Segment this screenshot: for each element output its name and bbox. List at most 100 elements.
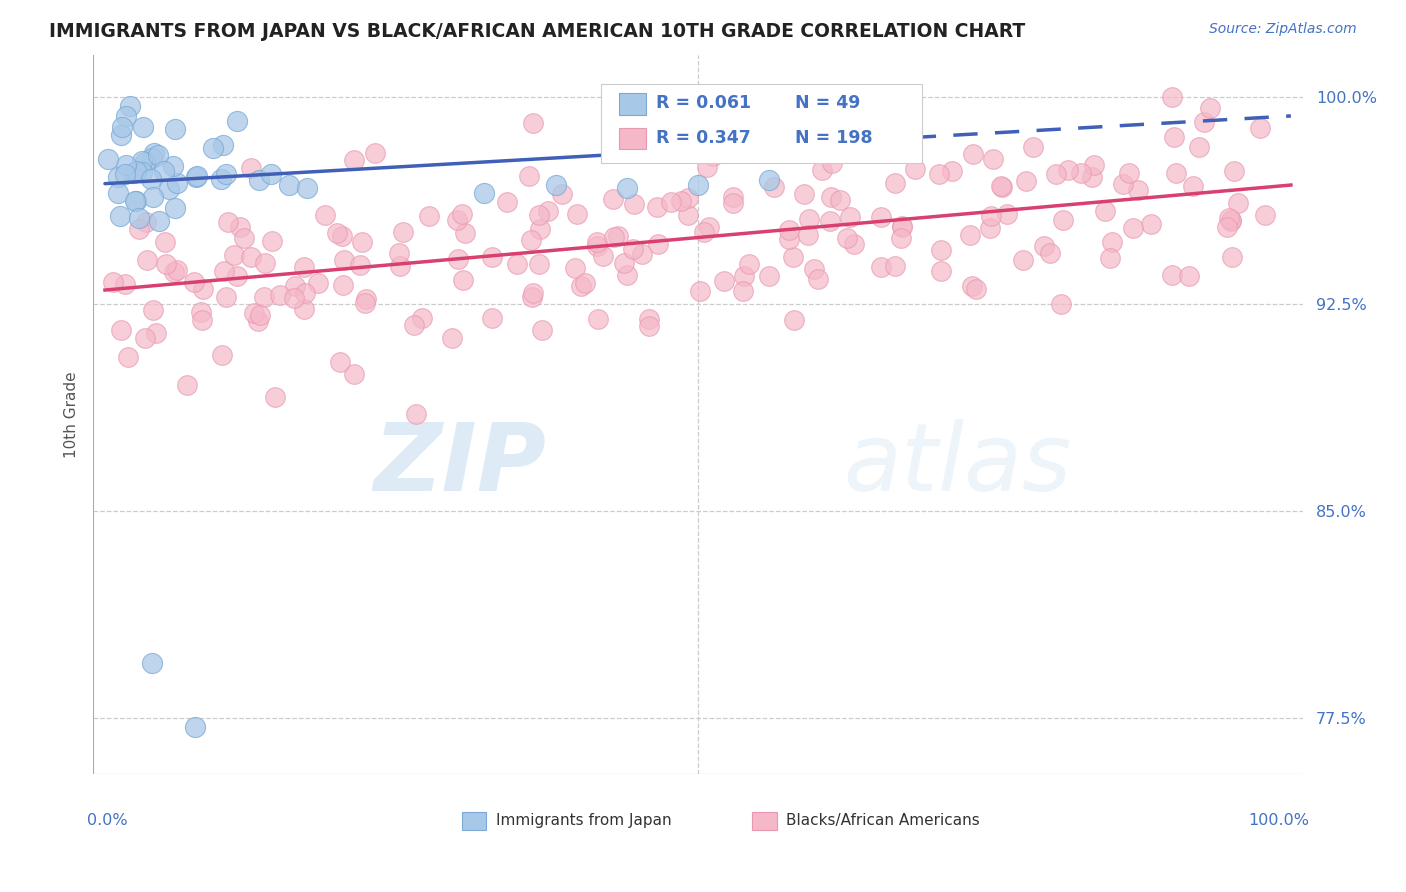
Point: [586, 235, 609, 250]
Point: [240, 161, 263, 176]
Point: [585, 239, 607, 253]
Point: [1101, 235, 1123, 249]
Point: [284, 279, 307, 293]
Point: [606, 229, 628, 244]
Point: [721, 195, 744, 210]
Point: [890, 231, 912, 245]
Point: [811, 162, 834, 177]
Point: [1118, 166, 1140, 180]
Point: [481, 310, 503, 325]
Point: [990, 178, 1012, 193]
Point: [354, 295, 377, 310]
Point: [603, 229, 626, 244]
Point: [162, 159, 184, 173]
Point: [544, 178, 567, 192]
Point: [616, 181, 638, 195]
Point: [797, 227, 820, 242]
Point: [818, 213, 841, 227]
Point: [1218, 211, 1240, 226]
Point: [418, 209, 440, 223]
Point: [451, 207, 474, 221]
Point: [110, 120, 132, 134]
Point: [797, 211, 820, 226]
Point: [388, 259, 411, 273]
Point: [134, 154, 156, 169]
Point: [496, 194, 519, 209]
Point: [1222, 163, 1244, 178]
Point: [224, 248, 246, 262]
Text: N = 49: N = 49: [794, 95, 860, 112]
Point: [332, 253, 354, 268]
Point: [212, 264, 235, 278]
Point: [226, 268, 249, 283]
Point: [890, 219, 912, 234]
Point: [294, 285, 316, 300]
Point: [647, 236, 669, 251]
Point: [1052, 213, 1074, 227]
Point: [638, 318, 661, 333]
Point: [778, 232, 800, 246]
Point: [451, 272, 474, 286]
Point: [215, 167, 238, 181]
Point: [1033, 239, 1056, 253]
Point: [124, 194, 146, 209]
Point: [869, 211, 891, 225]
Point: [676, 191, 699, 205]
Point: [146, 147, 169, 161]
Point: [1012, 253, 1035, 268]
Point: [128, 211, 150, 225]
Point: [537, 204, 560, 219]
Point: [965, 282, 987, 296]
Point: [731, 284, 754, 298]
Point: [758, 268, 780, 283]
Point: [354, 293, 377, 307]
Point: [884, 177, 907, 191]
Point: [1022, 140, 1045, 154]
Point: [960, 279, 983, 293]
Point: [1112, 177, 1135, 191]
FancyBboxPatch shape: [602, 84, 922, 163]
Point: [329, 355, 352, 369]
Point: [183, 275, 205, 289]
Point: [1083, 158, 1105, 172]
Point: [191, 282, 214, 296]
Point: [839, 210, 862, 224]
Point: [131, 154, 153, 169]
Point: [263, 390, 285, 404]
Point: [891, 220, 914, 235]
Point: [697, 220, 720, 235]
Point: [152, 164, 174, 178]
Point: [481, 250, 503, 264]
Point: [392, 225, 415, 239]
Point: [623, 197, 645, 211]
Point: [520, 233, 543, 247]
Point: [713, 274, 735, 288]
Point: [941, 164, 963, 178]
Point: [522, 116, 544, 130]
Point: [131, 165, 153, 179]
Point: [807, 272, 830, 286]
Point: [115, 158, 138, 172]
Point: [842, 237, 865, 252]
Point: [1126, 183, 1149, 197]
Point: [474, 186, 496, 201]
Y-axis label: 10th Grade: 10th Grade: [65, 371, 79, 458]
Point: [592, 249, 614, 263]
Point: [247, 172, 270, 186]
Point: [148, 214, 170, 228]
Point: [326, 227, 349, 241]
Point: [141, 151, 163, 165]
Point: [249, 308, 271, 322]
Point: [332, 229, 354, 244]
Point: [1216, 219, 1239, 234]
Point: [352, 235, 374, 250]
Point: [155, 256, 177, 270]
Point: [139, 172, 162, 186]
Point: [828, 193, 851, 207]
Point: [783, 313, 806, 327]
Point: [692, 226, 714, 240]
Point: [307, 276, 329, 290]
Point: [820, 189, 842, 203]
Point: [114, 277, 136, 291]
Point: [1188, 140, 1211, 154]
